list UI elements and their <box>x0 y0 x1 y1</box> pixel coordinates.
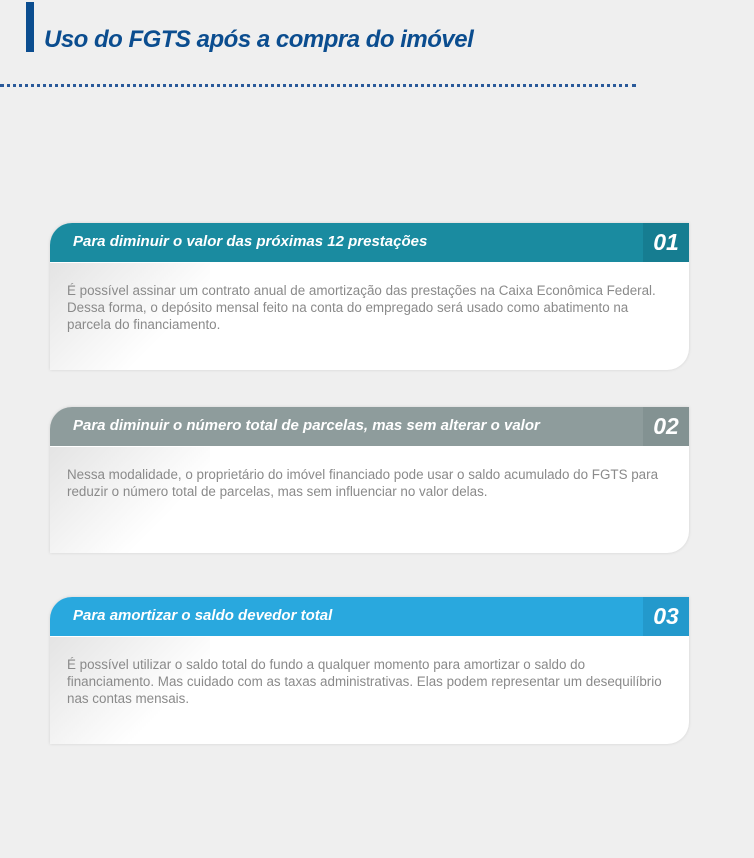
card-1: Para diminuir o valor das próximas 12 pr… <box>50 223 689 370</box>
card-number: 02 <box>643 407 689 446</box>
title-accent-bar <box>26 2 34 52</box>
card-header: Para amortizar o saldo devedor total 03 <box>50 597 689 636</box>
card-text: Nessa modalidade, o proprietário do imóv… <box>67 467 659 499</box>
card-text: É possível utilizar o saldo total do fun… <box>67 657 662 706</box>
card-header: Para diminuir o número total de parcelas… <box>50 407 689 446</box>
card-header: Para diminuir o valor das próximas 12 pr… <box>50 223 689 262</box>
page-title: Uso do FGTS após a compra do imóvel <box>44 26 474 53</box>
card-heading: Para diminuir o número total de parcelas… <box>73 417 540 434</box>
card-2: Para diminuir o número total de parcelas… <box>50 407 689 553</box>
card-number: 01 <box>643 223 689 262</box>
card-heading: Para amortizar o saldo devedor total <box>73 607 333 624</box>
card-number: 03 <box>643 597 689 636</box>
card-text: É possível assinar um contrato anual de … <box>67 283 656 332</box>
card-heading: Para diminuir o valor das próximas 12 pr… <box>73 233 428 250</box>
card-3: Para amortizar o saldo devedor total 03 … <box>50 597 689 744</box>
dotted-divider <box>0 84 636 87</box>
